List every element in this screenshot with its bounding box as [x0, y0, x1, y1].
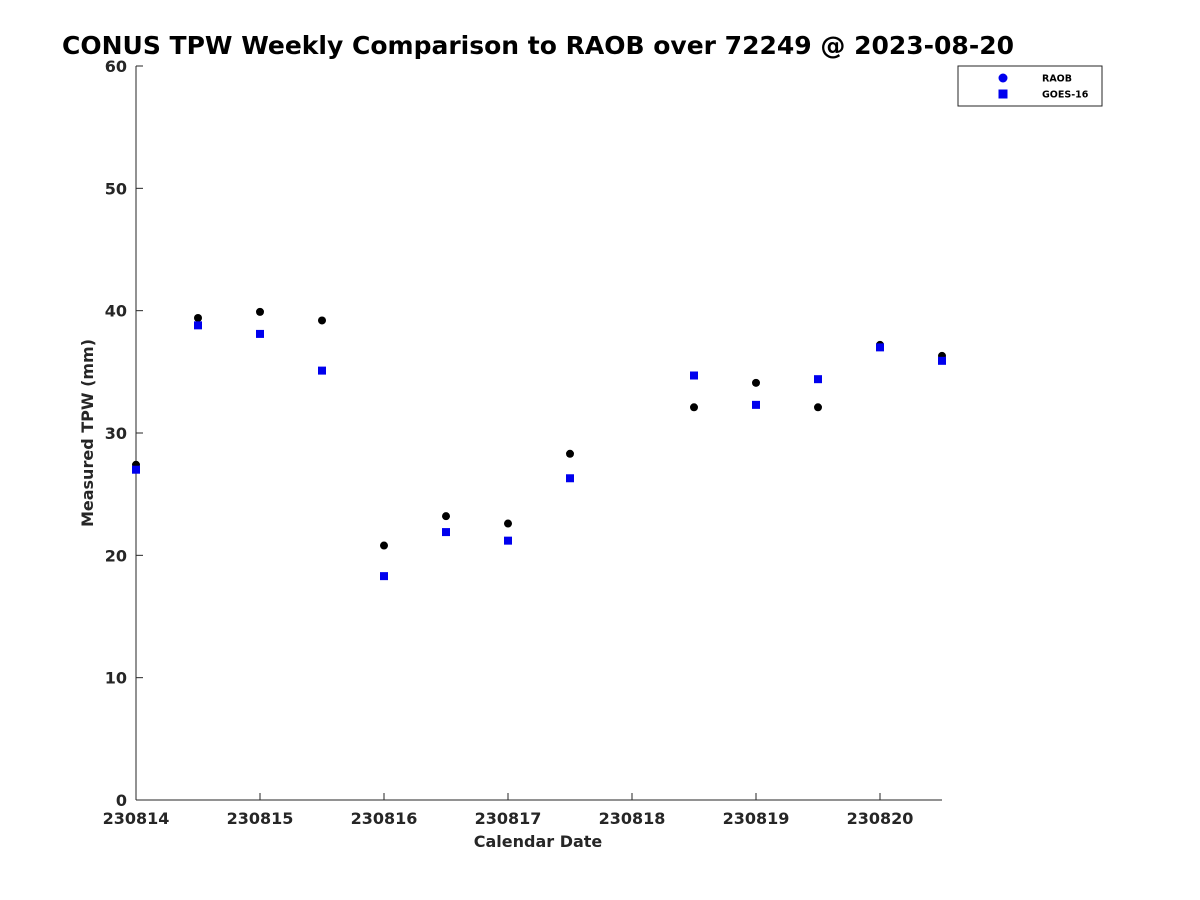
legend-goes-label: GOES-16 [1042, 90, 1089, 101]
y-tick-label: 20 [105, 546, 127, 565]
y-axis-ticks: 0 10 20 30 40 50 60 [105, 57, 143, 810]
raob-point [194, 314, 202, 323]
goes16-point [194, 321, 202, 330]
goes16-point [442, 528, 450, 537]
y-axis-label: Measured TPW (mm) [78, 339, 97, 527]
legend-raob-marker [998, 73, 1008, 83]
goes16-point [504, 536, 512, 545]
raob-point [318, 316, 326, 325]
y-tick-label: 40 [105, 302, 127, 321]
raob-point [504, 519, 512, 528]
legend-box [957, 65, 1103, 107]
x-tick-label: 230818 [599, 809, 666, 828]
raob-point [690, 403, 698, 412]
x-tick-label: 230814 [103, 809, 170, 828]
legend: RAOB GOES-16 [957, 65, 1103, 107]
goes16-point [318, 366, 326, 375]
legend-goes-marker [998, 89, 1008, 99]
x-axis-label: Calendar Date [474, 832, 603, 851]
y-tick-label: 60 [105, 57, 127, 76]
goes16-point [814, 375, 822, 384]
goes16-point [256, 329, 264, 338]
x-axis-ticks: 230814 230815 230816 230817 230818 230819 2308… [103, 793, 914, 828]
data-points [132, 307, 946, 581]
legend-raob-label: RAOB [1042, 74, 1072, 85]
goes16-point [752, 400, 760, 409]
raob-point [256, 307, 264, 316]
x-tick-label: 230817 [475, 809, 542, 828]
x-tick-label: 230815 [227, 809, 294, 828]
chart-title: CONUS TPW Weekly Comparison to RAOB over… [62, 31, 1014, 60]
goes16-point [132, 465, 140, 474]
y-tick-label: 10 [105, 669, 127, 688]
goes16-point [380, 572, 388, 581]
plot-axes [135, 66, 942, 801]
raob-point [380, 541, 388, 550]
y-tick-label: 50 [105, 179, 127, 198]
goes16-point [938, 356, 946, 365]
raob-point [566, 449, 574, 458]
x-tick-label: 230819 [723, 809, 790, 828]
raob-point [752, 378, 760, 387]
y-tick-label: 0 [116, 791, 127, 810]
goes16-point [566, 474, 574, 483]
x-tick-label: 230820 [847, 809, 914, 828]
goes16-point [876, 343, 884, 352]
raob-point [814, 403, 822, 412]
raob-point [442, 512, 450, 521]
x-tick-label: 230816 [351, 809, 418, 828]
y-tick-label: 30 [105, 424, 127, 443]
goes16-point [690, 371, 698, 380]
